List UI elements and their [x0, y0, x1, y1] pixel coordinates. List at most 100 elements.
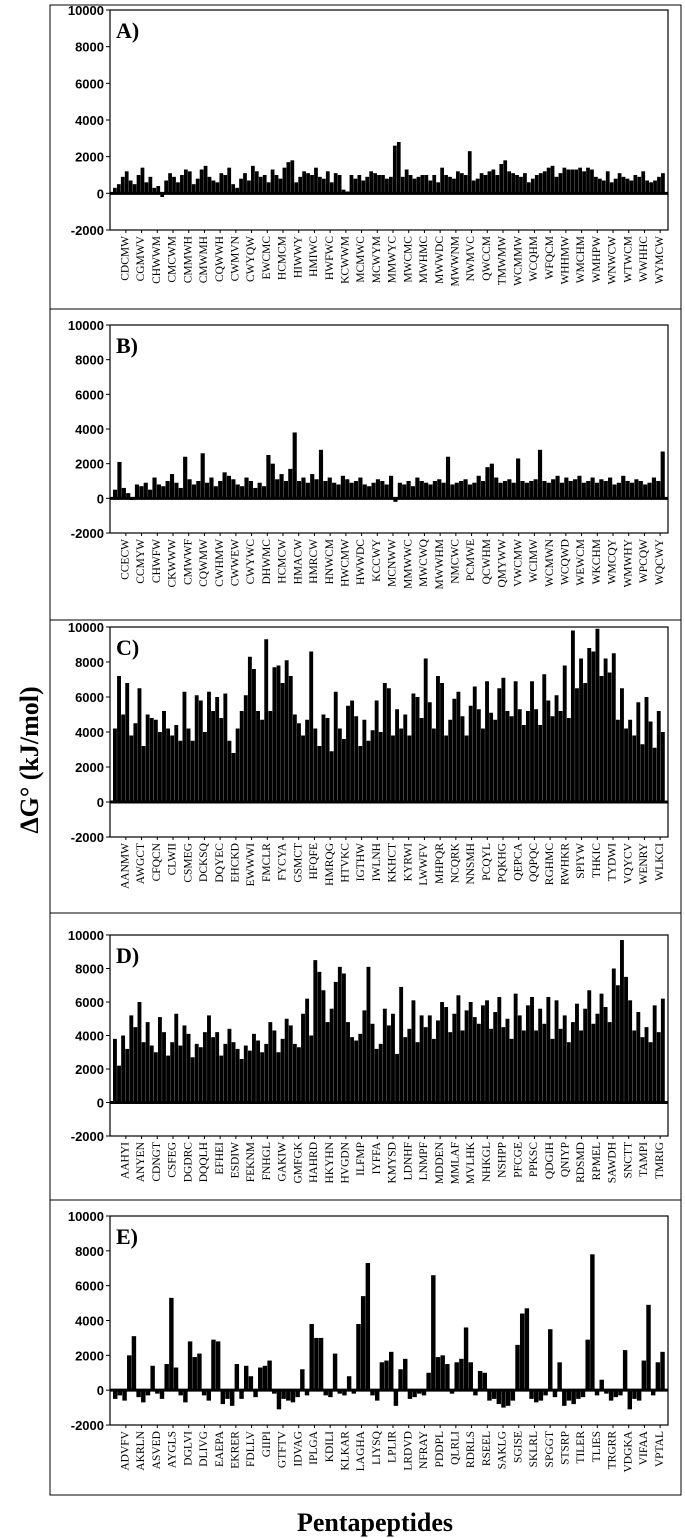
x-tick-label: CMWWF [182, 539, 194, 585]
bar [239, 1058, 244, 1103]
x-tick-label: PPKSC [528, 1142, 540, 1177]
x-tick-label: WCIMW [528, 539, 540, 583]
x-tick-label: AYGLS [167, 1431, 179, 1468]
bar [468, 1002, 473, 1103]
bar [389, 176, 393, 194]
bar [176, 182, 180, 194]
x-tick-label: LNMPF [418, 1142, 430, 1180]
bar [660, 998, 665, 1103]
plot-area [109, 324, 669, 534]
bar [301, 735, 305, 802]
bar [607, 672, 612, 802]
bar [485, 467, 490, 499]
bar [178, 740, 183, 802]
bar [485, 1000, 489, 1103]
bar [517, 1015, 522, 1103]
bar [292, 714, 297, 802]
bar [169, 474, 175, 499]
bar [575, 688, 579, 802]
bar [511, 482, 516, 499]
x-tick-label: QWCCM [481, 236, 493, 281]
bar [292, 1043, 297, 1103]
bar [382, 1008, 387, 1103]
x-tick-label: WCQWD [559, 539, 571, 585]
x-tick-label: WTWCM [622, 236, 634, 283]
bar [358, 1033, 363, 1103]
bar [581, 482, 586, 499]
bar [116, 184, 121, 194]
bar [570, 1022, 575, 1103]
bar [640, 744, 645, 802]
bar [594, 1390, 600, 1396]
x-tick-label: LPLIR [387, 1431, 399, 1463]
bar [562, 665, 567, 802]
x-tick-label: ESDIW [229, 1142, 241, 1179]
bar [166, 728, 171, 802]
x-tick-label: KCWWM [339, 236, 351, 284]
bar [346, 705, 350, 802]
bar [620, 688, 624, 802]
bar [314, 479, 319, 499]
bar [411, 1000, 416, 1103]
bar [134, 484, 140, 499]
bar [219, 1055, 224, 1103]
bar [294, 182, 299, 194]
bar [407, 735, 412, 802]
bar [476, 1023, 481, 1103]
bar [603, 658, 608, 802]
y-tick-label: 8000 [75, 962, 104, 977]
bar [367, 486, 372, 499]
bar [533, 479, 538, 499]
bar [318, 1337, 324, 1391]
bar [356, 1323, 361, 1391]
bar [398, 1369, 403, 1391]
x-tick-label: RPMEL [591, 1142, 603, 1180]
y-tick-label: 2000 [75, 457, 104, 472]
x-tick-label: HMRCW [308, 539, 320, 584]
bar [407, 1390, 413, 1399]
bar [546, 167, 551, 194]
bar [133, 1027, 138, 1103]
bar [550, 1038, 555, 1103]
bar [370, 1390, 375, 1396]
bars [113, 1254, 665, 1410]
x-tick-label: TLIES [591, 1431, 603, 1462]
bar [431, 1038, 436, 1103]
bar [187, 171, 192, 194]
bar [432, 175, 437, 194]
bar [248, 481, 253, 499]
bar [550, 716, 555, 802]
x-tick-label: CDNGT [151, 1142, 163, 1182]
x-tick-label: PFCGE [512, 1142, 524, 1178]
bar [198, 1047, 203, 1103]
bar [473, 1390, 478, 1396]
bar [256, 711, 260, 802]
bar [225, 1390, 230, 1399]
bar [534, 1390, 539, 1403]
bar [378, 1043, 383, 1103]
bar [313, 728, 318, 802]
bar [628, 1000, 633, 1103]
x-tick-label: RGHMC [544, 843, 556, 886]
bar [350, 1037, 355, 1103]
bar [646, 1304, 651, 1391]
bar [534, 175, 539, 194]
bar [258, 1367, 263, 1391]
bar [389, 475, 394, 499]
y-tick-label: 0 [97, 491, 104, 506]
bar [513, 681, 518, 802]
bar [137, 688, 142, 802]
x-tick-label: LWWFV [418, 842, 430, 885]
x-tick-label: MWWDC [434, 236, 446, 284]
x-tick-label: TAMPI [638, 1142, 650, 1177]
bar [432, 481, 437, 499]
bar [542, 171, 547, 194]
bar [452, 178, 456, 194]
bar [211, 1339, 216, 1391]
bar [427, 702, 432, 802]
bar [113, 187, 117, 194]
bar [223, 1043, 228, 1103]
bar [149, 718, 154, 802]
bar [148, 489, 153, 499]
bar [166, 1055, 171, 1103]
